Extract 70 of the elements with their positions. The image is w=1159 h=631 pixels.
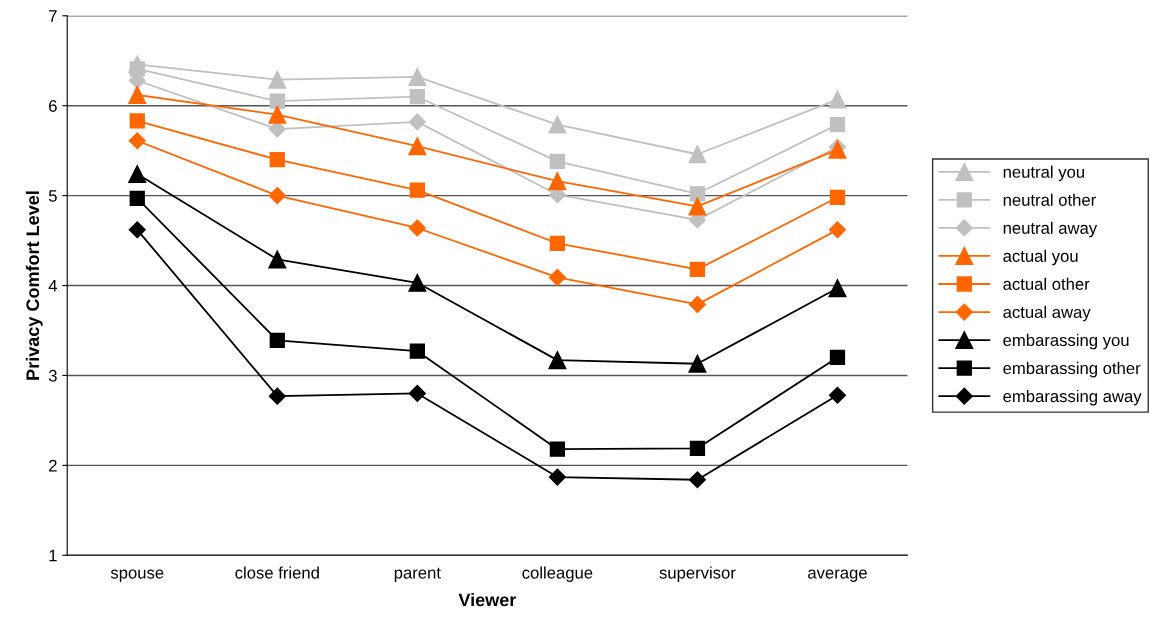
point xyxy=(548,115,567,134)
legend-label: actual other xyxy=(1003,277,1090,290)
point xyxy=(689,186,706,202)
x-tick-label: colleague xyxy=(522,566,593,582)
legend-label: actual away xyxy=(1003,305,1091,322)
y-tick-label: 1 xyxy=(49,549,57,562)
legend-label: embarassing other xyxy=(1003,361,1141,378)
point xyxy=(689,440,706,456)
point xyxy=(269,152,285,168)
legend-label: neutral away xyxy=(1003,221,1098,238)
x-tick-label: spouse xyxy=(110,569,164,582)
legend-label: neutral you xyxy=(1003,165,1084,182)
point xyxy=(409,343,425,359)
point xyxy=(129,113,145,129)
point xyxy=(129,190,145,206)
point xyxy=(549,441,566,457)
point xyxy=(128,132,146,150)
point xyxy=(408,273,427,292)
point xyxy=(548,172,567,191)
point xyxy=(128,165,147,184)
y-tick-label: 5 xyxy=(48,190,57,202)
point xyxy=(548,351,567,370)
point xyxy=(268,70,287,89)
point xyxy=(689,261,706,277)
x-tick-label: close friend xyxy=(235,566,319,579)
point xyxy=(828,279,847,298)
point xyxy=(268,187,286,205)
legend-label: actual you xyxy=(1003,249,1078,266)
point xyxy=(688,197,707,216)
point xyxy=(409,182,425,198)
y-tick-label: 3 xyxy=(48,369,57,382)
y-axis-title: Privacy Comfort Level xyxy=(25,191,43,380)
point xyxy=(269,93,285,109)
x-axis-title: Viewer xyxy=(458,593,517,607)
legend-label: embarassing away xyxy=(1003,389,1142,406)
point xyxy=(128,85,147,104)
point xyxy=(408,219,426,237)
point xyxy=(408,384,426,402)
x-tick-label: parent xyxy=(394,567,441,582)
point xyxy=(268,387,286,405)
point xyxy=(408,67,427,86)
point xyxy=(549,235,566,251)
point xyxy=(829,349,846,366)
point xyxy=(268,105,287,124)
point xyxy=(688,471,706,489)
y-tick-label: 2 xyxy=(49,459,57,472)
point xyxy=(408,113,426,131)
point xyxy=(548,268,566,286)
point xyxy=(268,250,287,269)
y-tick-label: 6 xyxy=(49,100,57,112)
point xyxy=(828,221,847,239)
point xyxy=(828,90,847,109)
point xyxy=(688,145,707,164)
point xyxy=(828,386,847,404)
legend-label: neutral other xyxy=(1003,193,1096,206)
point xyxy=(829,116,846,133)
point xyxy=(688,295,706,313)
point xyxy=(548,468,566,486)
point xyxy=(128,221,146,239)
x-tick-label: average xyxy=(808,569,867,582)
y-tick-label: 7 xyxy=(49,10,57,22)
point xyxy=(408,137,427,156)
legend-label: embarassing you xyxy=(1003,333,1129,350)
point xyxy=(269,332,285,349)
x-tick-label: supervisor xyxy=(659,566,736,582)
point xyxy=(549,153,566,170)
point xyxy=(829,189,846,206)
point xyxy=(409,89,425,105)
y-tick-label: 4 xyxy=(48,280,58,292)
point xyxy=(688,354,707,373)
